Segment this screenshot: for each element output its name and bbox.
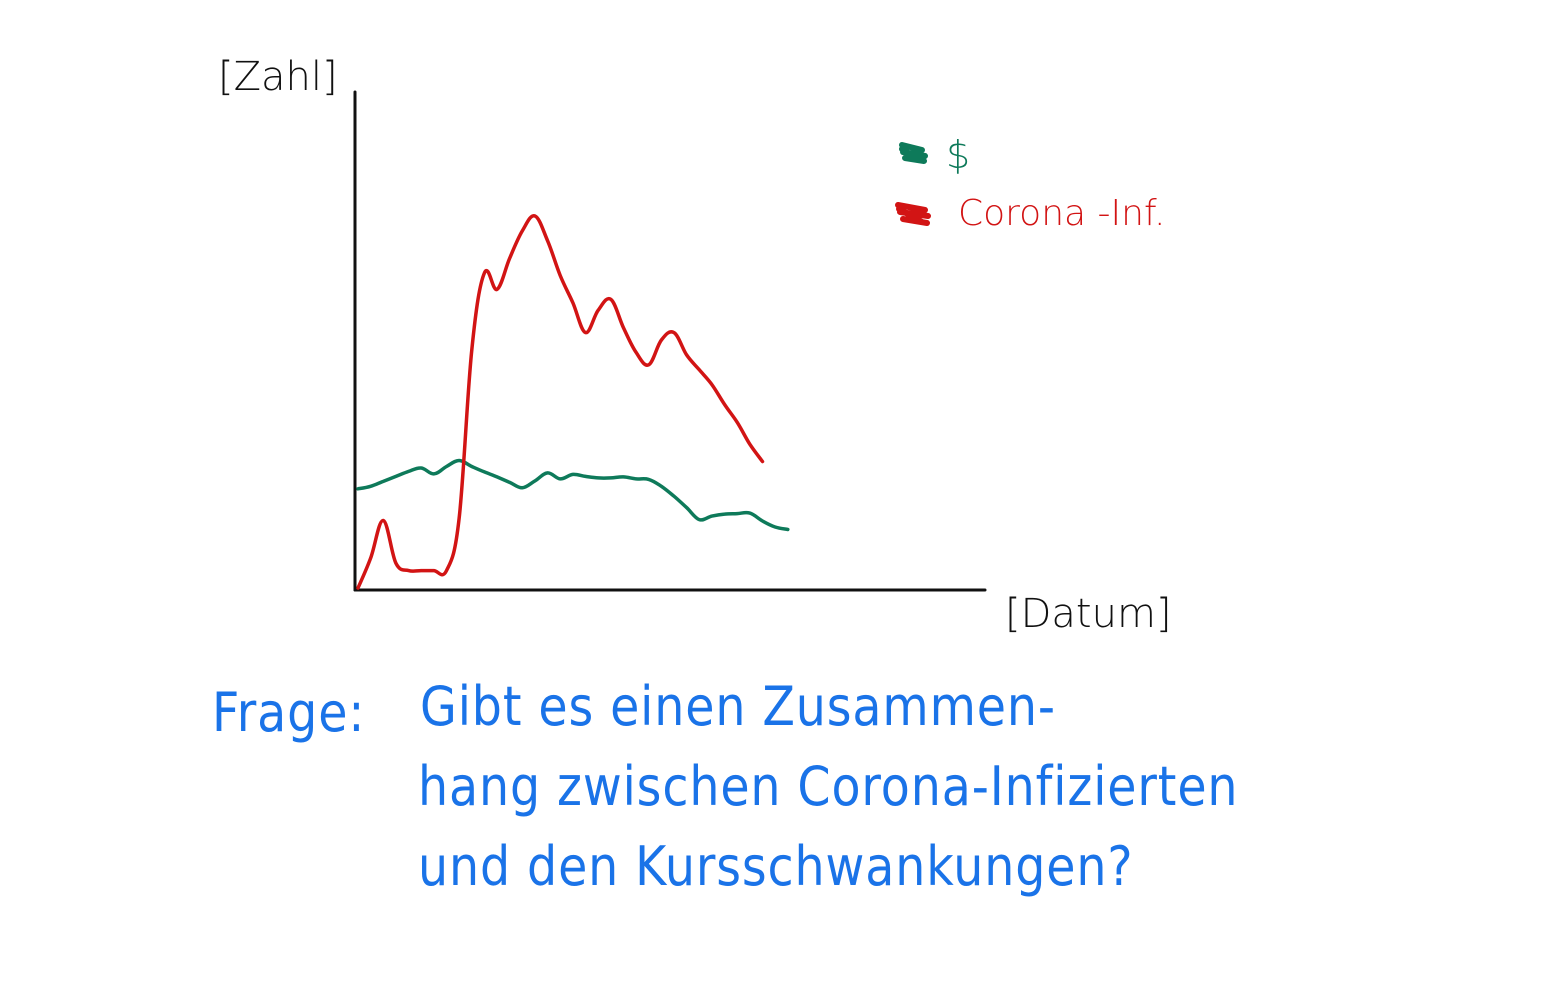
legend-label-corona: Corona -Inf. <box>958 193 1165 234</box>
legend: $ Corona -Inf. <box>895 133 1165 234</box>
question-line-1: Gibt es einen Zusammen- <box>420 675 1056 738</box>
question-line-2: hang zwischen Corona-Infizierten <box>418 755 1239 818</box>
series-line-corona <box>356 214 765 590</box>
question-line-3: und den Kursschwankungen? <box>418 835 1134 898</box>
legend-label-dollar: $ <box>946 133 970 177</box>
series-layer <box>356 214 790 590</box>
legend-item-dollar: $ <box>899 133 970 177</box>
y-axis-label: [Zahl] <box>218 54 338 100</box>
series-line-dollar <box>356 458 790 532</box>
legend-item-corona: Corona -Inf. <box>895 193 1165 234</box>
x-axis-label: [Datum] <box>1005 591 1172 637</box>
question-prefix: Frage: <box>212 681 366 744</box>
legend-swatch-corona <box>895 202 931 226</box>
legend-swatch-dollar <box>899 142 928 164</box>
